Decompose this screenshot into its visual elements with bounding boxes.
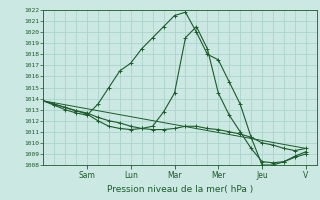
X-axis label: Pression niveau de la mer( hPa ): Pression niveau de la mer( hPa ) [107, 185, 253, 194]
